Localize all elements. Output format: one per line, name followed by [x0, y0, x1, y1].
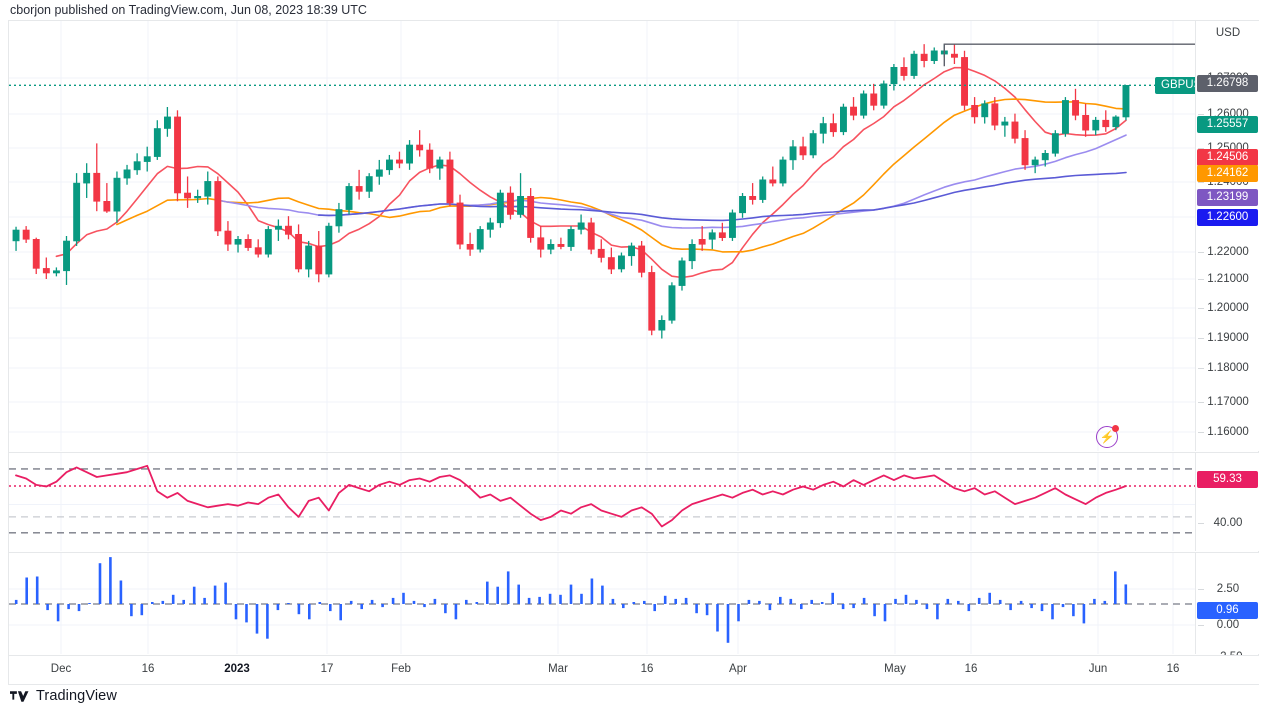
axis-tick-label: 2.50	[1196, 583, 1260, 596]
axis-tick-label: 1.20000	[1196, 302, 1260, 315]
time-axis-label: Jun	[1088, 663, 1108, 675]
ma-orange-price-badge[interactable]: 1.24162	[1197, 165, 1258, 182]
time-axis-label: 17	[320, 663, 334, 675]
time-axis[interactable]: Dec 16 2023 17 Feb Mar 16 Apr May 16 Jun 16	[9, 655, 1259, 684]
ma-red-price-badge[interactable]: 1.24506	[1197, 149, 1258, 166]
rsi-line	[15, 464, 1127, 528]
price-axis-currency: USD	[1215, 27, 1241, 39]
last-price-badge[interactable]: 1.25557	[1197, 116, 1258, 133]
histogram-pane[interactable]	[9, 552, 1195, 654]
time-axis-label: 16	[964, 663, 978, 675]
footer-branding: TradingView	[10, 688, 117, 704]
swing-high-ray[interactable]	[943, 43, 1195, 67]
axis-tick-label: 1.18000	[1196, 362, 1260, 375]
axis-tick-mark	[1198, 402, 1204, 403]
axis-tick-mark	[1198, 182, 1204, 183]
axis-tick-mark	[1198, 252, 1204, 253]
price-pane[interactable]: GBPUSD	[9, 21, 1195, 451]
axis-tick-mark	[1198, 148, 1204, 149]
axis-tick-mark	[1198, 432, 1204, 433]
chart-frame[interactable]: GBPUSD USD 1.270001.260001.250001.240001…	[8, 20, 1259, 685]
price-plot	[9, 21, 1195, 451]
axis-tick-mark	[1198, 625, 1204, 626]
time-axis-label: Dec	[50, 663, 72, 675]
publish-attribution: cborjon published on TradingView.com, Ju…	[0, 0, 1267, 20]
time-axis-label: 16	[1166, 663, 1180, 675]
rsi-value-badge[interactable]: 59.33	[1197, 471, 1258, 488]
histogram-bars	[14, 557, 1128, 643]
tradingview-brand-text: TradingView	[36, 688, 117, 704]
axis-tick-mark	[1198, 279, 1204, 280]
axis-tick-mark	[1198, 589, 1204, 590]
ma-blue-price-badge[interactable]: 1.22600	[1197, 209, 1258, 226]
histogram-plot	[9, 553, 1195, 654]
swing-high-price-badge[interactable]: 1.26798	[1197, 75, 1258, 92]
time-axis-label: May	[884, 663, 906, 675]
time-axis-label: 16	[141, 663, 155, 675]
time-axis-label: Apr	[729, 663, 747, 675]
symbol-tag[interactable]: GBPUSD	[1155, 77, 1195, 95]
notification-dot-icon	[1112, 425, 1119, 432]
time-axis-label: Mar	[548, 663, 568, 675]
axis-tick-label: 1.16000	[1196, 426, 1260, 439]
rsi-axis[interactable]: 40.00 59.33	[1195, 452, 1259, 551]
ma-purple-price-badge[interactable]: 1.23199	[1197, 189, 1258, 206]
axis-tick-label: 0.00	[1196, 619, 1260, 632]
lightning-bolt-icon: ⚡	[1099, 430, 1115, 444]
histogram-value-badge[interactable]: 0.96	[1197, 602, 1258, 619]
histogram-axis[interactable]: 2.500.00−2.50 0.96	[1195, 552, 1260, 663]
axis-tick-label: 1.19000	[1196, 332, 1260, 345]
candlestick-series	[12, 44, 1130, 339]
axis-tick-label: 1.21000	[1196, 273, 1260, 286]
ideas-badge[interactable]: ⚡	[1096, 425, 1119, 448]
axis-tick-mark	[1198, 368, 1204, 369]
axis-tick-label: 1.17000	[1196, 396, 1260, 409]
axis-tick-mark	[1198, 308, 1204, 309]
axis-tick-label: 40.00	[1196, 517, 1260, 530]
time-axis-label: Feb	[391, 663, 411, 675]
time-axis-label: 2023	[224, 663, 250, 675]
axis-tick-mark	[1198, 114, 1204, 115]
axis-tick-label: 1.22000	[1196, 246, 1260, 259]
price-axis[interactable]: USD 1.270001.260001.250001.240001.230001…	[1195, 21, 1260, 473]
ma-medium-line	[116, 98, 1127, 253]
publish-attribution-text: cborjon published on TradingView.com, Ju…	[10, 3, 367, 17]
tradingview-logo-icon	[10, 690, 29, 702]
ma-slowest-line	[317, 171, 1127, 222]
axis-tick-mark	[1198, 338, 1204, 339]
time-axis-label: 16	[640, 663, 654, 675]
rsi-pane[interactable]	[9, 452, 1195, 551]
axis-tick-mark	[1198, 523, 1204, 524]
rsi-plot	[9, 453, 1195, 551]
